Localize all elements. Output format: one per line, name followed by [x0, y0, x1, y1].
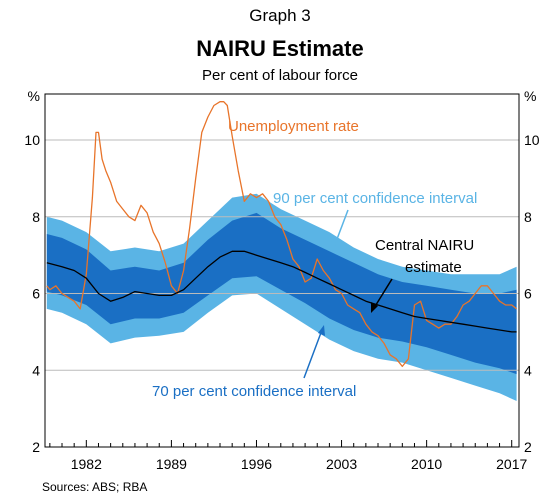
graph-number-label: Graph 3 [249, 6, 311, 25]
annotation-90-ci-arrow [333, 209, 349, 248]
y-tick-right-8: 8 [524, 209, 532, 225]
central-nairu-line [46, 250, 517, 333]
y-tick-left-2: 2 [32, 439, 40, 455]
x-tick-label-2017: 2017 [496, 456, 527, 472]
x-tick-label-2003: 2003 [326, 456, 357, 472]
x-tick-label-1996: 1996 [241, 456, 272, 472]
y-tick-right-4: 4 [524, 362, 532, 378]
unemployment-rate-line [46, 101, 518, 368]
annotation-unemployment-rate: Unemployment rate [228, 118, 359, 135]
chart-title: NAIRU Estimate [196, 36, 364, 61]
y-tick-right-2: 2 [524, 439, 532, 455]
y-unit-right: % [524, 88, 536, 104]
annotation-central-arrowhead [371, 302, 378, 313]
y-tick-right-6: 6 [524, 286, 532, 302]
y-tick-left-6: 6 [32, 286, 40, 302]
x-tick-label-1982: 1982 [71, 456, 102, 472]
y-tick-left-8: 8 [32, 209, 40, 225]
annotation-central-nairu-2: estimate [405, 259, 462, 276]
confidence-band-70 [46, 212, 517, 375]
y-unit-left: % [28, 88, 40, 104]
annotation-90-ci-arrowhead [330, 241, 337, 251]
annotation-70-ci: 70 per cent confidence interval [152, 383, 356, 400]
annotation-central-arrow [373, 278, 393, 309]
confidence-band-90 [46, 193, 517, 401]
sources-note: Sources: ABS; RBA [42, 480, 148, 494]
chart-subtitle: Per cent of labour force [202, 67, 358, 84]
plot-frame [44, 93, 520, 448]
annotation-90-ci: 90 per cent confidence interval [273, 190, 477, 207]
annotation-70-ci-arrowhead [318, 325, 325, 336]
y-tick-left-4: 4 [32, 362, 40, 378]
x-tick-label-2010: 2010 [411, 456, 442, 472]
x-tick-label-1989: 1989 [156, 456, 187, 472]
annotation-70-ci-arrow [303, 329, 323, 379]
y-tick-right-10: 10 [524, 132, 540, 148]
y-tick-left-10: 10 [24, 132, 40, 148]
annotation-central-nairu: Central NAIRU [375, 237, 474, 254]
